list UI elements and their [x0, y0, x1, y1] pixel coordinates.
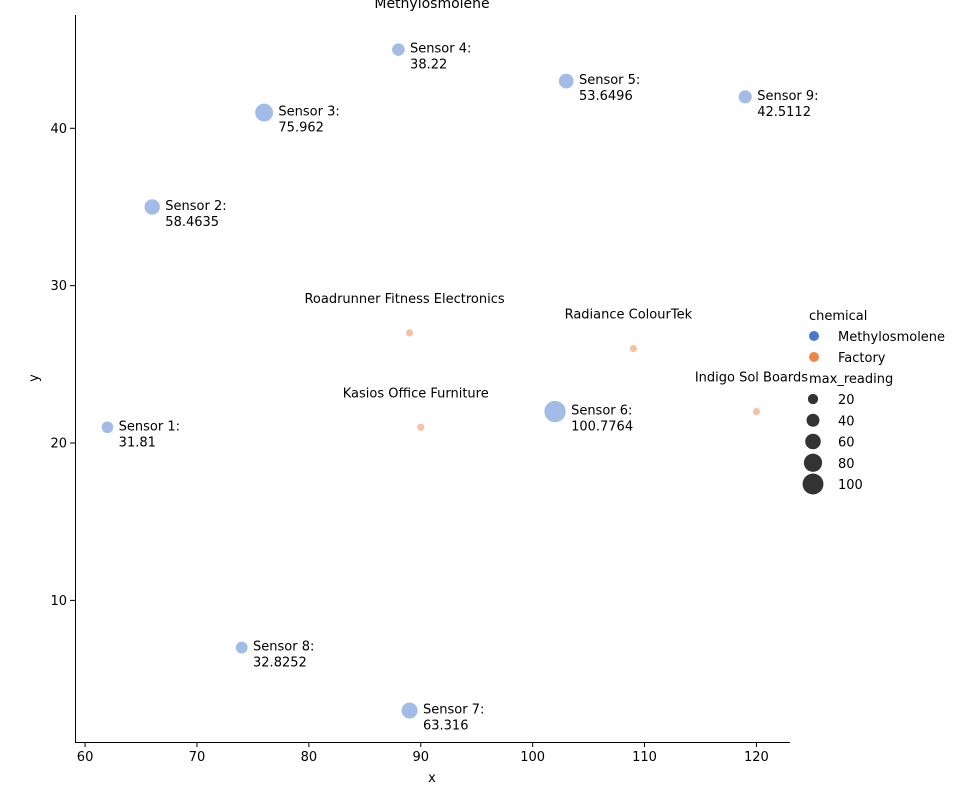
y-tick-label: 20: [50, 437, 67, 452]
data-point: [254, 102, 274, 123]
legend-marker: [809, 352, 819, 362]
legend-marker: [809, 331, 819, 341]
data-point: [143, 198, 161, 216]
x-tick-label: 100: [520, 750, 545, 765]
legend-size-marker: [802, 473, 824, 495]
data-label: Sensor 4: 38.22: [410, 42, 471, 73]
chart-title: Methylosmolene: [374, 0, 489, 12]
x-tick-label: 110: [632, 750, 657, 765]
data-point: [400, 701, 419, 720]
y-axis-title: y: [27, 374, 42, 382]
legend-size-label: 20: [838, 393, 855, 408]
data-point: [737, 89, 753, 105]
data-label: Sensor 6: 100.7764: [571, 404, 633, 435]
legend-size-label: 100: [838, 478, 863, 493]
y-tick-label: 10: [50, 594, 67, 609]
legend-hue-title: chemical: [809, 309, 867, 324]
data-label: Sensor 2: 58.4635: [165, 199, 226, 230]
axes: [75, 15, 790, 743]
x-tick-label: 90: [412, 750, 429, 765]
data-point: [391, 42, 406, 57]
legend-size-label: 40: [838, 414, 855, 429]
legend-size-marker: [807, 393, 819, 405]
legend-size-label: 60: [838, 436, 855, 451]
legend-size-title: max_reading: [809, 372, 893, 387]
data-label: Sensor 5: 53.6496: [579, 73, 640, 104]
data-point: [558, 72, 575, 90]
x-axis-title: x: [428, 771, 436, 786]
legend-size-marker: [805, 433, 821, 450]
x-tick-label: 70: [189, 750, 206, 765]
data-label: Indigo Sol Boards: [695, 371, 808, 386]
data-label: Sensor 7: 63.316: [423, 703, 484, 734]
data-label: Roadrunner Fitness Electronics: [304, 292, 504, 307]
data-point: [416, 422, 426, 432]
x-tick-label: 120: [744, 750, 769, 765]
legend-size-label: 80: [838, 457, 855, 472]
y-tick-label: 40: [50, 122, 67, 137]
data-point: [752, 407, 761, 416]
x-tick-label: 60: [77, 750, 94, 765]
legend: chemical max_reading Methylosmolene Facto…: [802, 309, 945, 495]
data-point: [628, 344, 638, 354]
data-point: [405, 328, 414, 338]
y-tick-label: 30: [50, 279, 67, 294]
data-point: [235, 640, 249, 655]
data-label: Sensor 3: 75.962: [278, 105, 339, 136]
legend-label: Factory: [838, 351, 886, 366]
data-label: Sensor 8: 32.8252: [253, 640, 314, 671]
ticks: 60 70 80 90 100 110 120 10 20 30 40: [50, 122, 768, 765]
data-label: Sensor 1: 31.81: [119, 419, 180, 450]
legend-size-marker: [806, 413, 820, 427]
legend-label: Methylosmolene: [838, 330, 945, 345]
data-point: [100, 420, 115, 434]
plot-area: Sensor 1: 31.81 Sensor 2: 58.4635 Sensor 3: 7…: [100, 42, 819, 734]
data-label: Radiance ColourTek: [565, 308, 693, 323]
x-tick-label: 80: [301, 750, 318, 765]
legend-size-marker: [803, 453, 823, 472]
data-point: [543, 400, 567, 423]
data-label: Kasios Office Furniture: [343, 386, 489, 401]
data-label: Sensor 9: 42.5112: [757, 89, 818, 120]
